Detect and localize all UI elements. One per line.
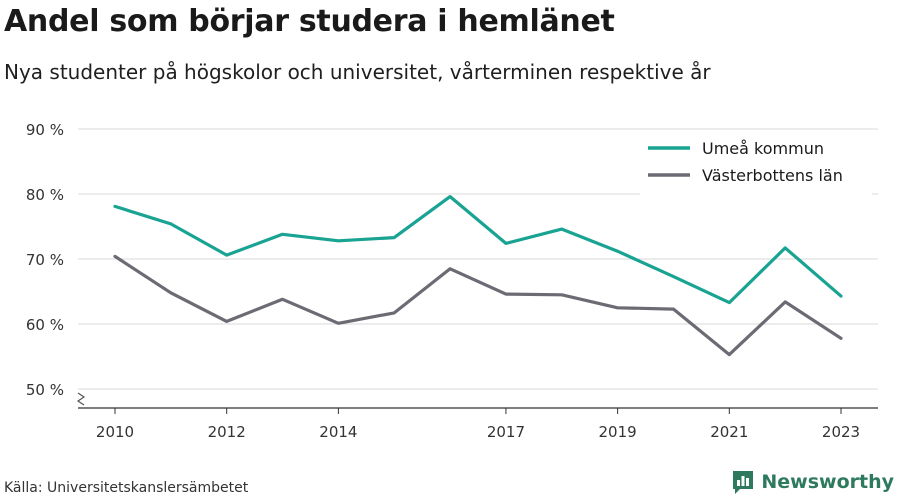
- brand-name: Newsworthy: [761, 471, 894, 493]
- axis-break-icon: [76, 392, 86, 406]
- series-line-vasterbottens-lan: [113, 254, 843, 357]
- source-note: Källa: Universitetskanslersämbetet: [4, 480, 249, 496]
- x-tick-label: 2019: [599, 423, 637, 441]
- y-tick-label: 70 %: [26, 251, 64, 269]
- legend-label: Umeå kommun: [702, 139, 824, 158]
- x-tick-label: 2014: [319, 423, 357, 441]
- y-tick-label: 90 %: [26, 121, 64, 139]
- x-tick-label: 2010: [96, 423, 134, 441]
- legend-label: Västerbottens län: [702, 166, 843, 185]
- series-line-umea-kommun: [113, 195, 843, 305]
- x-tick-label: 2021: [710, 423, 748, 441]
- x-tick-label: 2012: [208, 423, 246, 441]
- legend-box: [640, 135, 872, 195]
- line-chart: 50 % 60 % 70 % 80 % 90 % 2010 2012 2014 2017 2019…: [26, 121, 878, 441]
- y-tick-label: 50 %: [26, 381, 64, 399]
- chart-title: Andel som börjar studera i hemlänet: [4, 4, 615, 39]
- y-tick-label: 60 %: [26, 316, 64, 334]
- chart-subtitle: Nya studenter på högskolor och universit…: [4, 60, 711, 84]
- newsworthy-logo-icon: [733, 471, 754, 494]
- x-tick-label: 2017: [487, 423, 525, 441]
- y-tick-label: 80 %: [26, 186, 64, 204]
- newsworthy-logo: Newsworthy: [731, 468, 894, 496]
- x-tick-label: 2023: [822, 423, 860, 441]
